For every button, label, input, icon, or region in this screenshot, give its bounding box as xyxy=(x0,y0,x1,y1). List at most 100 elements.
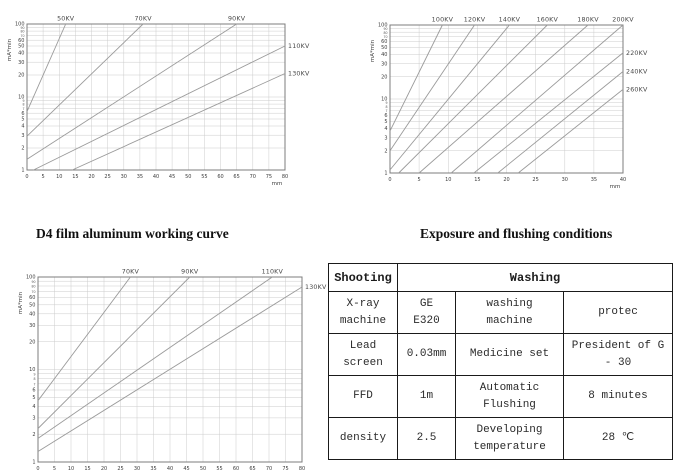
x-tick-label: 5 xyxy=(418,177,421,183)
y-tick-label: 2 xyxy=(384,148,387,154)
y-tick-label: 8 xyxy=(385,105,387,109)
curve-label-70kv: 70KV xyxy=(122,269,140,276)
table-cell: FFD xyxy=(328,375,398,418)
x-tick-label: 25 xyxy=(532,177,538,183)
y-tick-label: 70 xyxy=(31,290,35,294)
x-tick-label: 35 xyxy=(150,466,156,472)
curve-100kv xyxy=(389,24,443,132)
x-tick-label: 25 xyxy=(104,174,110,180)
y-tick-label: 9 xyxy=(33,372,35,376)
y-tick-label: 4 xyxy=(32,404,35,410)
y-tick-label: 1 xyxy=(21,168,24,174)
y-tick-label: 60 xyxy=(381,39,387,45)
y-tick-label: 50 xyxy=(18,44,24,50)
x-tick-label: 65 xyxy=(249,466,255,472)
table-cell: Automatic Flushing xyxy=(455,375,564,418)
curve-260kv xyxy=(517,89,624,174)
table-header-washing: Washing xyxy=(396,263,674,292)
y-tick-label: 40 xyxy=(29,311,35,317)
y-tick-label: 2 xyxy=(21,146,24,152)
curve-label-180kv: 180KV xyxy=(577,17,599,24)
x-tick-label: 50 xyxy=(200,466,206,472)
y-tick-label: 50 xyxy=(381,45,387,51)
x-tick-label: 45 xyxy=(169,174,175,180)
x-tick-label: 40 xyxy=(153,174,159,180)
y-tick-label: 20 xyxy=(29,339,35,345)
y-tick-label: 100 xyxy=(26,275,36,281)
curve-label-110kv: 110KV xyxy=(288,43,310,50)
curve-label-130kv: 130KV xyxy=(288,71,310,78)
table-cell: Lead screen xyxy=(328,333,398,376)
y-tick-label: 80 xyxy=(31,285,35,289)
y-tick-label: 30 xyxy=(381,61,387,67)
x-tick-label: 20 xyxy=(101,466,107,472)
curve-label-240kv: 240KV xyxy=(626,69,648,76)
x-tick-label: 15 xyxy=(474,177,480,183)
caption-left: D4 film aluminum working curve xyxy=(36,226,229,241)
curve-140kv xyxy=(389,24,510,171)
curve-130kv xyxy=(72,73,286,171)
y-tick-label: 60 xyxy=(18,38,24,44)
curve-110kv xyxy=(33,45,286,171)
table-cell: density xyxy=(328,417,398,460)
curve-50kv xyxy=(26,23,67,112)
y-tick-label: 40 xyxy=(18,51,24,57)
table-row: X-ray machine GE E320 washing machine pr… xyxy=(328,291,674,334)
curve-220kv xyxy=(473,52,624,174)
y-tick-label: 6 xyxy=(32,388,35,394)
curve-110kv xyxy=(37,276,273,439)
y-tick-label: 90 xyxy=(31,280,35,284)
curve-160kv xyxy=(398,24,548,174)
y-tick-label: 100 xyxy=(15,22,25,28)
curve-70kv xyxy=(26,23,144,137)
y-axis-unit-label: mA*min xyxy=(370,39,376,62)
table-row: density 2.5 Developing temperature 28 ℃ xyxy=(328,417,674,460)
y-tick-label: 1 xyxy=(32,460,35,466)
y-tick-label: 1 xyxy=(384,171,387,177)
y-tick-label: 40 xyxy=(381,52,387,58)
x-tick-label: 60 xyxy=(217,174,223,180)
table-cell: 28 ℃ xyxy=(562,417,674,460)
curve-240kv xyxy=(497,71,624,174)
x-axis-unit-label: mm xyxy=(272,181,283,187)
y-tick-label: 7 xyxy=(22,107,24,111)
x-tick-label: 45 xyxy=(183,466,189,472)
y-tick-label: 7 xyxy=(33,382,35,386)
y-tick-label: 5 xyxy=(21,117,24,123)
y-axis-unit-label: mA*min xyxy=(7,38,13,61)
x-tick-label: 80 xyxy=(282,174,288,180)
y-tick-label: 100 xyxy=(378,23,388,29)
table-cell: X-ray machine xyxy=(328,291,398,334)
y-tick-label: 10 xyxy=(18,95,24,101)
table-cell: President of G - 30 xyxy=(562,333,674,376)
x-tick-label: 30 xyxy=(562,177,568,183)
x-tick-label: 40 xyxy=(620,177,626,183)
table-cell: GE E320 xyxy=(397,291,456,334)
curve-label-140kv: 140KV xyxy=(499,17,521,24)
y-tick-label: 3 xyxy=(32,416,35,422)
y-axis-unit-label: mA*min xyxy=(18,291,24,314)
x-tick-label: 55 xyxy=(201,174,207,180)
y-tick-label: 80 xyxy=(383,31,387,35)
y-tick-label: 9 xyxy=(22,99,24,103)
y-tick-label: 8 xyxy=(22,103,24,107)
y-tick-label: 3 xyxy=(384,135,387,141)
curve-label-100kv: 100KV xyxy=(432,17,454,24)
x-tick-label: 30 xyxy=(134,466,140,472)
x-tick-label: 75 xyxy=(266,174,272,180)
y-tick-label: 7 xyxy=(385,109,387,113)
x-tick-label: 65 xyxy=(233,174,239,180)
x-tick-label: 80 xyxy=(299,466,305,472)
curve-label-130kv: 130KV xyxy=(305,284,327,291)
curve-180kv xyxy=(418,24,589,174)
table-cell: protec xyxy=(562,291,674,334)
x-tick-label: 50 xyxy=(185,174,191,180)
x-tick-label: 0 xyxy=(25,174,28,180)
table-row: Lead screen 0.03mm Medicine set Presiden… xyxy=(328,333,674,376)
x-tick-label: 20 xyxy=(88,174,94,180)
curve-label-90kv: 90KV xyxy=(228,16,246,23)
y-tick-label: 9 xyxy=(385,101,387,105)
x-tick-label: 10 xyxy=(56,174,62,180)
x-tick-label: 30 xyxy=(121,174,127,180)
